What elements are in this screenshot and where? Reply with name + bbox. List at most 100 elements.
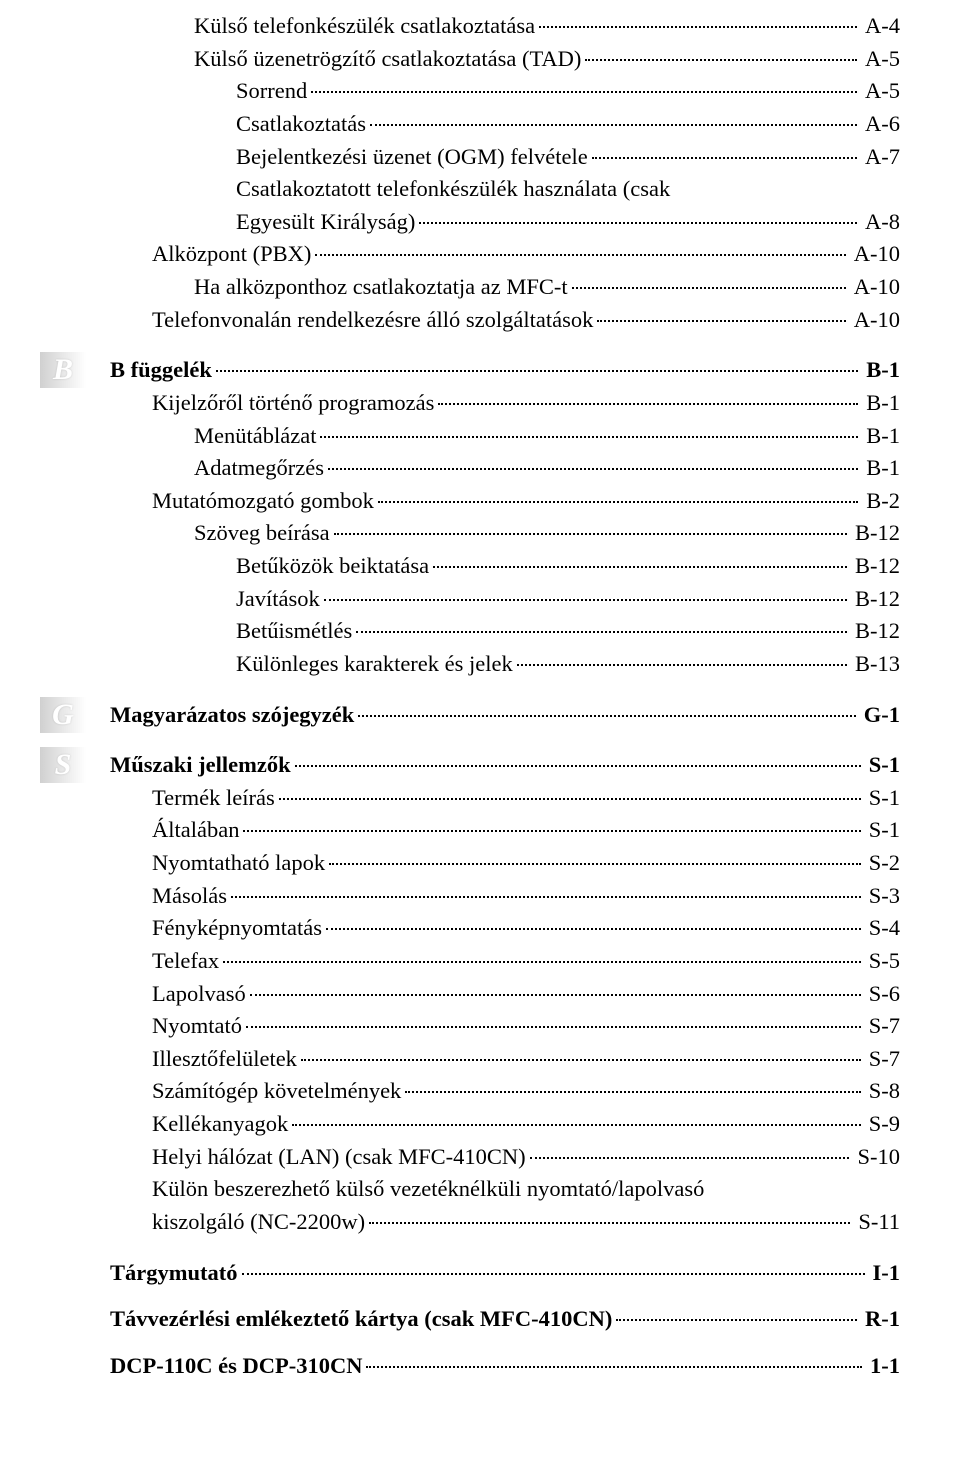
toc-leader-dots [250, 994, 861, 996]
toc-entry: DCP-110C és DCP-310CN 1-1 [110, 1350, 900, 1383]
toc-entry-label: Menütáblázat [194, 420, 316, 453]
toc-entry-page: S-1 [865, 814, 900, 847]
toc-entry-label: Mutatómozgató gombok [152, 485, 374, 518]
toc-entry-label: Bejelentkezési üzenet (OGM) felvétele [236, 141, 588, 174]
toc-entry: Fényképnyomtatás S-4 [110, 912, 900, 945]
toc-entry: Mutatómozgató gombok B-2 [110, 485, 900, 518]
toc-entry-lastline: Egyesült Királyság) A-8 [236, 206, 900, 239]
toc-entry-label: Egyesült Királyság) [236, 206, 415, 239]
toc-leader-dots [301, 1059, 861, 1061]
toc-entry-page: A-6 [861, 108, 900, 141]
toc-entry-page: S-1 [865, 782, 900, 815]
toc-leader-dots [572, 287, 846, 289]
toc-leader-dots [311, 91, 857, 93]
toc-entry-page: S-7 [865, 1010, 900, 1043]
toc-entry-page: A-10 [850, 304, 900, 337]
toc-entry-page: A-8 [861, 206, 900, 239]
section-badge-b: B [40, 352, 86, 388]
toc-entry: Általában S-1 [110, 814, 900, 847]
toc-leader-dots [433, 566, 847, 568]
badge-letter: S [55, 748, 72, 782]
toc-leader-dots [334, 533, 847, 535]
toc-entry-label: Műszaki jellemzők [110, 749, 291, 782]
toc-entry: Ha alközponthoz csatlakoztatja az MFC-t … [110, 271, 900, 304]
toc-entry-wrapped: Külön beszerezhető külső vezetéknélküli … [110, 1173, 900, 1238]
toc-leader-dots [324, 599, 847, 601]
toc-entry-label: Különleges karakterek és jelek [236, 648, 513, 681]
toc-entry-label: Sorrend [236, 75, 307, 108]
toc-entry: Telefax S-5 [110, 945, 900, 978]
toc-entry-page: B-12 [851, 583, 900, 616]
toc-entry-page: A-10 [850, 271, 900, 304]
toc-entry-page: B-12 [851, 550, 900, 583]
toc-leader-dots [366, 1366, 862, 1368]
toc-leader-dots [246, 1026, 861, 1028]
toc-leader-dots [329, 863, 861, 865]
toc-entry-label: DCP-110C és DCP-310CN [110, 1350, 362, 1383]
toc-entry-label: kiszolgáló (NC-2200w) [152, 1206, 365, 1239]
toc-entry: Illesztőfelületek S-7 [110, 1043, 900, 1076]
toc-entry-label: Betűközök beiktatása [236, 550, 429, 583]
toc-entry: Betűismétlés B-12 [110, 615, 900, 648]
toc-entry-page: I-1 [869, 1257, 901, 1290]
toc-leader-dots [295, 765, 861, 767]
toc-entry-label: Számítógép követelmények [152, 1075, 401, 1108]
section-badge-g: G [40, 697, 86, 733]
toc-entry-page: A-5 [861, 75, 900, 108]
toc-entry-label: Kijelzőről történő programozás [152, 387, 434, 420]
toc-entry: Különleges karakterek és jelek B-13 [110, 648, 900, 681]
toc-entry-page: S-2 [865, 847, 900, 880]
toc-section-s: S Műszaki jellemzők S-1Termék leírás S-1… [110, 749, 900, 1238]
toc-entry: Szöveg beírása B-12 [110, 517, 900, 550]
toc-entry-page: G-1 [860, 699, 900, 732]
toc-extras: Tárgymutató I-1 Távvezérlési emlékeztető … [110, 1257, 900, 1383]
toc-entry-label: B függelék [110, 354, 212, 387]
toc-entry-label: Fényképnyomtatás [152, 912, 322, 945]
toc-entry: Másolás S-3 [110, 880, 900, 913]
toc-entry-label: Kellékanyagok [152, 1108, 288, 1141]
toc-leader-dots [597, 320, 845, 322]
toc-entry-label: Telefax [152, 945, 219, 978]
toc-entry: Kellékanyagok S-9 [110, 1108, 900, 1141]
toc-leader-dots [517, 664, 847, 666]
toc-entry-page: S-6 [865, 978, 900, 1011]
toc-entry-label: Ha alközponthoz csatlakoztatja az MFC-t [194, 271, 568, 304]
toc-entry: Külső üzenetrögzítő csatlakoztatása (TAD… [110, 43, 900, 76]
toc-entry: B függelék B-1 [110, 354, 900, 387]
toc-entry-label: Csatlakoztatás [236, 108, 366, 141]
toc-entry-page: S-7 [865, 1043, 900, 1076]
toc-entry: Távvezérlési emlékeztető kártya (csak MF… [110, 1303, 900, 1336]
toc-entry: Csatlakoztatás A-6 [110, 108, 900, 141]
toc-entry: Nyomtatható lapok S-2 [110, 847, 900, 880]
toc-entry-label: Termék leírás [152, 782, 275, 815]
toc-leader-dots [216, 370, 858, 372]
toc-entry-label: Tárgymutató [110, 1257, 238, 1290]
toc-leader-dots [370, 124, 857, 126]
toc-entry: Számítógép követelmények S-8 [110, 1075, 900, 1108]
toc-entry-label: Távvezérlési emlékeztető kártya (csak MF… [110, 1303, 612, 1336]
toc-entry: Helyi hálózat (LAN) (csak MFC-410CN) S-1… [110, 1141, 900, 1174]
toc-entry-label: Csatlakoztatott telefonkészülék használa… [236, 173, 900, 206]
toc-entry-page: 1-1 [866, 1350, 900, 1383]
toc-entry: Tárgymutató I-1 [110, 1257, 900, 1290]
toc-entry-page: B-1 [862, 420, 900, 453]
toc-entry: Sorrend A-5 [110, 75, 900, 108]
section-badge-s: S [40, 747, 86, 783]
toc-entry: Adatmegőrzés B-1 [110, 452, 900, 485]
toc-entry-page: S-3 [865, 880, 900, 913]
toc-entry-page: S-4 [865, 912, 900, 945]
toc-entry: Lapolvasó S-6 [110, 978, 900, 1011]
toc-entry: Nyomtató S-7 [110, 1010, 900, 1043]
toc-entry-page: S-9 [865, 1108, 900, 1141]
toc-section-b: B B függelék B-1Kijelzőről történő progr… [110, 354, 900, 680]
toc-entry: Betűközök beiktatása B-12 [110, 550, 900, 583]
toc-leader-dots [292, 1124, 861, 1126]
toc-entry: Műszaki jellemzők S-1 [110, 749, 900, 782]
toc-leader-dots [356, 631, 847, 633]
toc-entry-page: B-2 [862, 485, 900, 518]
toc-entry-page: B-12 [851, 517, 900, 550]
toc-leader-dots [315, 254, 845, 256]
toc-entry: Telefonvonalán rendelkezésre álló szolgá… [110, 304, 900, 337]
toc-leader-dots [279, 798, 861, 800]
toc-entry-page: S-8 [865, 1075, 900, 1108]
